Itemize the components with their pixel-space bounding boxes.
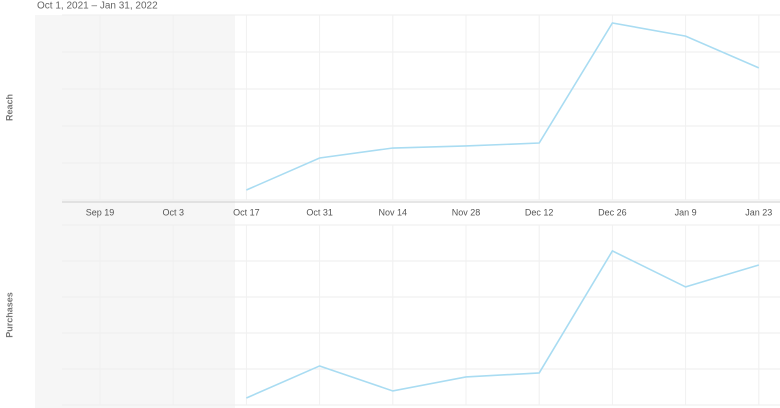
y-axis-label: Reach (4, 94, 14, 121)
x-tick-label: Oct 3 (162, 207, 184, 217)
x-tick-label: Dec 12 (525, 207, 554, 217)
x-tick-label: Nov 14 (379, 207, 408, 217)
data-line (246, 22, 760, 191)
out-of-range-shade (35, 15, 235, 408)
x-tick-label: Oct 31 (306, 207, 333, 217)
x-tick-label: Sep 19 (86, 207, 115, 217)
data-line (246, 249, 760, 399)
date-range: Oct 1, 2021 – Jan 31, 2022 (37, 1, 158, 12)
x-tick-label: Oct 17 (233, 207, 260, 217)
x-tick-label: Dec 26 (598, 207, 627, 217)
x-tick-label: Nov 28 (452, 207, 481, 217)
y-axis-label: Purchases (4, 292, 14, 338)
x-tick-label: Jan 23 (745, 207, 772, 217)
x-tick-label: Jan 9 (675, 207, 697, 217)
